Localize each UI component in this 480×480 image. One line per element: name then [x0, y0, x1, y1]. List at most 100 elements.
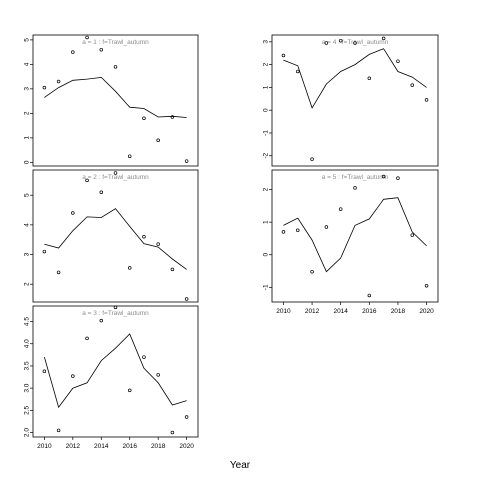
panel-3-xtick-label-4: 2018 [151, 443, 166, 450]
panel-2-point-1 [56, 270, 61, 275]
panel-1-fitted-line [44, 76, 187, 118]
panel-2-fitted-line [44, 208, 187, 270]
panel-4-point-0 [281, 53, 286, 58]
panel-3: a = 3 : f=Trawl_autumn 2.0 2.5 3.0 3.5 4.0 4.5… [24, 305, 199, 450]
panel-1: a = 1 : f=Trawl_autumn 0 1 2 3 4 5 [24, 34, 199, 167]
panel-1-point-5 [113, 65, 118, 69]
panel-5-point-7 [381, 174, 386, 179]
panel-1-ytick-label-2: 2 [24, 111, 31, 115]
panel-4-point-6 [367, 76, 372, 81]
panel-2-point-3 [85, 178, 89, 183]
panel-3-point-1 [56, 428, 61, 433]
panel-2-point-5 [113, 171, 118, 175]
panel-5-xtick-label-2: 2014 [333, 308, 348, 315]
panel-3-title: a = 3 : f=Trawl_autumn [82, 310, 149, 317]
panel-2-point-7 [142, 234, 146, 239]
panel-2-point-0 [42, 249, 47, 254]
panel-3-point-8 [156, 373, 160, 377]
panel-5-point-0 [281, 230, 286, 234]
panel-5-point-1 [296, 228, 300, 233]
panel-4-ytick-label-3: 1 [263, 85, 270, 89]
panel-3-ytick-label-0: 2.0 [24, 428, 31, 437]
panel-4-ytick-label-0: -2 [263, 152, 270, 158]
panel-5-point-6 [367, 293, 372, 298]
panel-2-point-10 [184, 297, 189, 301]
panel-3-point-3 [85, 336, 89, 341]
panel-2-ytick-label-1: 3 [24, 252, 31, 256]
panel-1-point-9 [170, 115, 175, 119]
panel-2: a = 2 : f=Trawl_autumn 2 3 4 5 [24, 169, 199, 303]
panel-2-frame [32, 169, 199, 303]
panel-4-point-2 [310, 157, 314, 161]
panel-1-ytick-label-5: 5 [24, 38, 31, 42]
panel-4-ytick-label-1: -1 [263, 130, 270, 136]
panel-3-point-7 [142, 355, 146, 359]
panel-2-ytick-label-0: 2 [24, 282, 31, 286]
panel-3-point-5 [113, 305, 118, 310]
panel-5-frame [271, 169, 439, 303]
panel-5-ytick-label-1: 0 [263, 253, 270, 257]
panel-3-xtick-label-1: 2012 [66, 443, 81, 450]
panel-2-ytick-label-3: 5 [24, 193, 31, 197]
panel-5-ytick-label-2: 1 [263, 220, 270, 224]
panel-2-point-6 [127, 266, 132, 270]
panel-3-ytick-label-4: 4.0 [24, 339, 31, 348]
panel-4-point-3 [324, 41, 329, 45]
panel-5-xtick-label-4: 2018 [391, 308, 406, 315]
panel-4-frame [271, 34, 439, 167]
panel-5-xtick-label-3: 2016 [362, 308, 377, 315]
panel-1-point-3 [85, 35, 89, 40]
panel-1-title: a = 1 : f=Trawl_autumn [82, 39, 149, 46]
panel-1-ytick-label-3: 3 [24, 87, 31, 91]
panel-4-point-4 [338, 38, 343, 43]
panel-5-xtick-label-5: 2020 [419, 308, 434, 315]
panel-4-point-5 [353, 41, 357, 45]
panel-2-point-4 [99, 190, 104, 194]
panel-1-ytick-label-4: 4 [24, 62, 31, 66]
panel-3-xtick-label-3: 2016 [122, 443, 137, 450]
panel-1-point-10 [184, 159, 189, 163]
panel-5: a = 5 : f=Trawl_autumn -1 0 1 2 2010 2012 2014 2… [263, 169, 439, 315]
panel-5-point-3 [324, 225, 329, 229]
panel-3-point-9 [170, 430, 175, 435]
panel-3-ytick-label-1: 2.5 [24, 405, 31, 414]
panel-5-point-4 [338, 207, 343, 211]
panel-2-ytick-label-2: 4 [24, 223, 31, 227]
panel-5-fitted-line [283, 197, 427, 273]
panel-3-xtick-label-2: 2014 [94, 443, 109, 450]
panel-5-point-5 [353, 186, 357, 190]
panel-3-xtick-label-0: 2010 [37, 443, 52, 450]
panel-2-point-8 [156, 242, 160, 246]
panel-1-point-1 [56, 79, 61, 84]
panel-1-point-0 [42, 85, 47, 90]
panel-1-ytick-label-1: 1 [24, 136, 31, 140]
panel-1-point-8 [156, 138, 160, 143]
panel-5-ytick-label-0: -1 [263, 284, 270, 290]
panel-3-ytick-label-3: 3.5 [24, 361, 31, 370]
panel-5-xtick-label-0: 2010 [276, 308, 291, 315]
panel-3-point-0 [42, 369, 47, 374]
panel-4-point-9 [410, 83, 414, 87]
x-axis-label: Year [229, 460, 251, 471]
panel-5-point-9 [410, 233, 414, 237]
panel-1-frame [32, 34, 199, 167]
panel-4-ytick-label-5: 3 [263, 40, 270, 44]
panel-3-ytick-label-2: 3.0 [24, 383, 31, 392]
panel-5-point-10 [424, 283, 429, 288]
panel-1-point-7 [142, 116, 146, 121]
panel-3-point-6 [127, 388, 132, 393]
panel-5-ytick-label-3: 2 [263, 187, 270, 191]
panel-1-point-4 [99, 47, 104, 52]
panel-4: a = 4 : f=Trawl_autumn -2 -1 0 1 2 3 [263, 34, 439, 167]
panel-4-point-10 [424, 98, 429, 102]
panel-4-ytick-label-2: 0 [263, 108, 270, 112]
panel-4-point-8 [396, 59, 400, 63]
panel-4-fitted-line [283, 48, 427, 109]
panel-3-point-10 [184, 415, 189, 419]
panel-3-frame [32, 305, 199, 438]
panel-4-ytick-label-4: 2 [263, 62, 270, 66]
panel-1-point-2 [71, 50, 75, 54]
panel-3-point-2 [71, 374, 75, 378]
panel-1-point-6 [127, 154, 132, 158]
